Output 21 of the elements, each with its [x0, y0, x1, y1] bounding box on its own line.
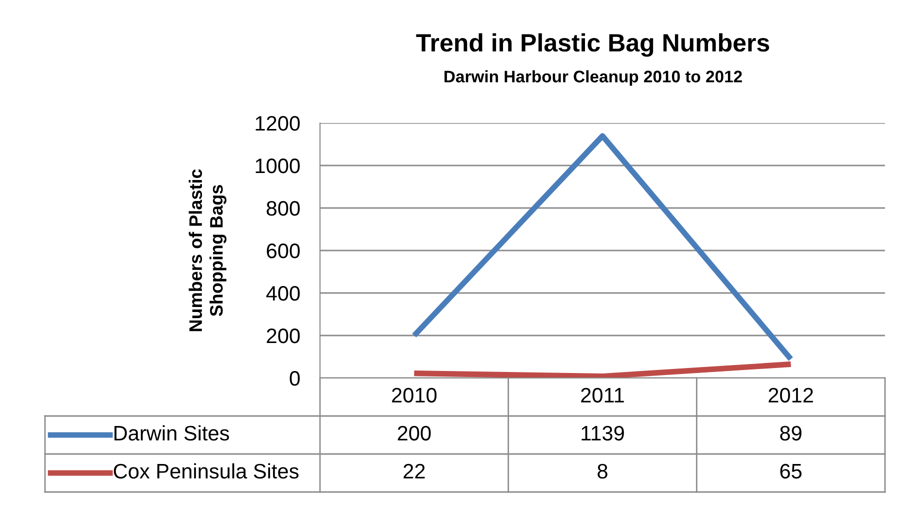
legend-label: Darwin Sites: [114, 425, 229, 441]
y-tick-label: 1000: [256, 158, 300, 174]
data-label: 1139: [582, 426, 624, 441]
y-axis-title: Numbers of Plastic Shopping Bags: [188, 169, 226, 332]
data-label: 8: [598, 464, 608, 479]
y-tick-label: 800: [266, 201, 300, 216]
chart-title: Trend in Plastic Bag Numbers: [416, 33, 770, 57]
x-tick-label: 2010: [392, 388, 437, 403]
data-label: 89: [780, 426, 802, 441]
data-label: 22: [404, 464, 425, 478]
data-label: 65: [780, 464, 802, 479]
x-tick-label: 2011: [581, 388, 624, 403]
legend-label: Cox Peninsula Sites: [114, 463, 298, 479]
y-tick-label: 600: [266, 244, 300, 258]
chart-subtitle: Darwin Harbour Cleanup 2010 to 2012: [444, 70, 742, 86]
x-tick-label: 2012: [768, 388, 813, 403]
y-tick-label: 0: [290, 371, 300, 386]
data-label: 200: [398, 426, 431, 441]
y-tick-label: 200: [266, 328, 300, 344]
y-tick-label: 400: [266, 286, 300, 301]
y-tick-label: 1200: [256, 116, 300, 131]
